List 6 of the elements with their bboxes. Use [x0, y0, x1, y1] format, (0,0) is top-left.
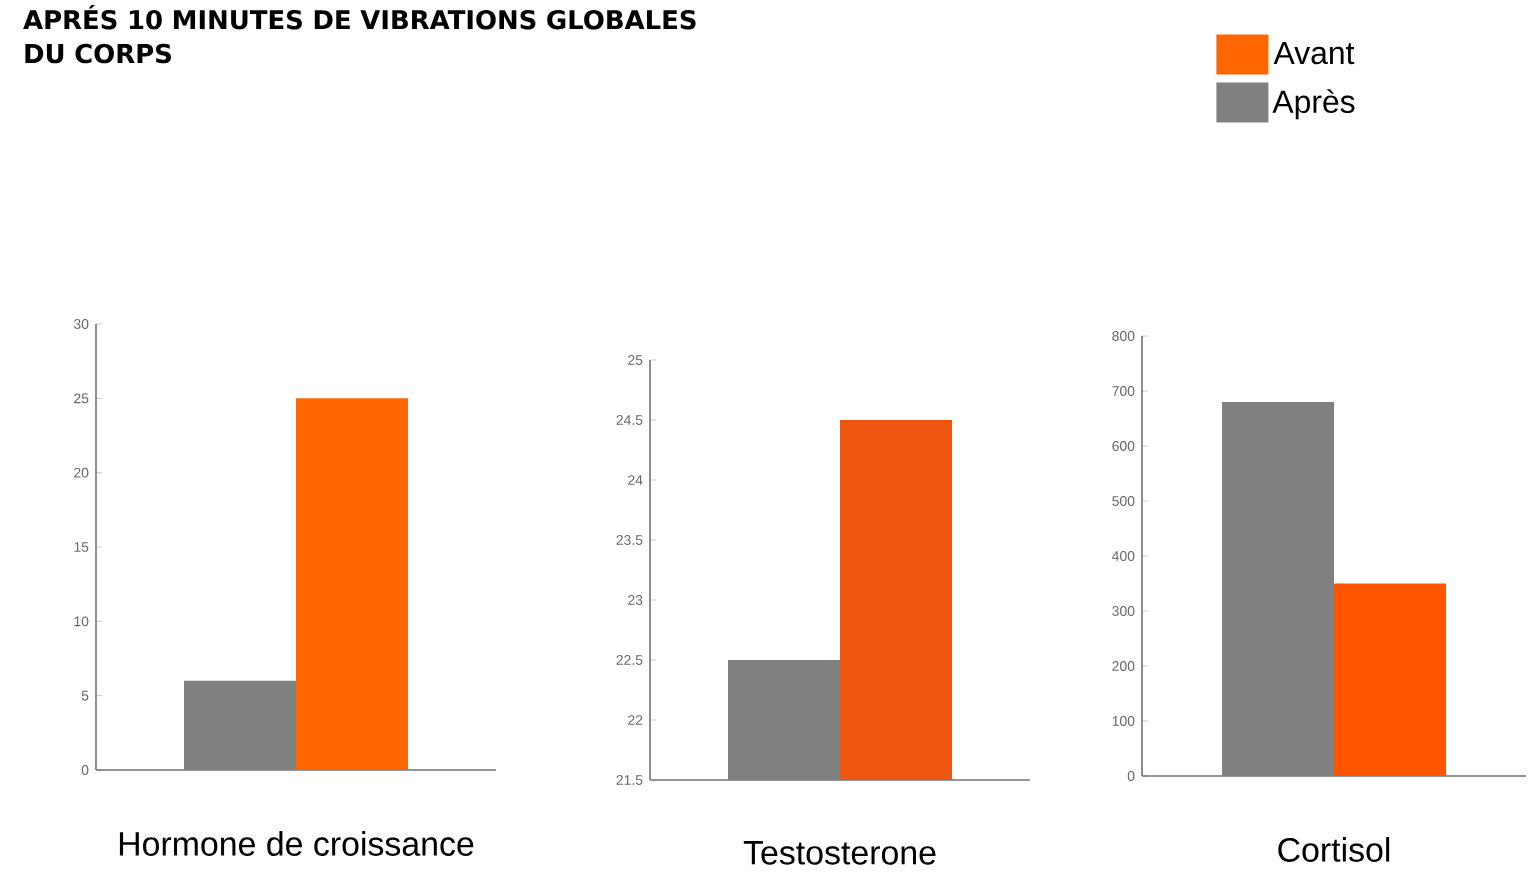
x-tick-label: Testosterone — [743, 841, 936, 865]
chart-title: APRÉS 10 MINUTES DE VIBRATIONS GLOBALES DU CORPS — [23, 5, 696, 64]
legend-label: Après — [1272, 89, 1355, 120]
x-tick-label: Hormone de croissance — [119, 831, 474, 856]
x-tick-label: Cortisol — [1278, 837, 1390, 862]
legend-label: Avant — [1273, 42, 1355, 65]
